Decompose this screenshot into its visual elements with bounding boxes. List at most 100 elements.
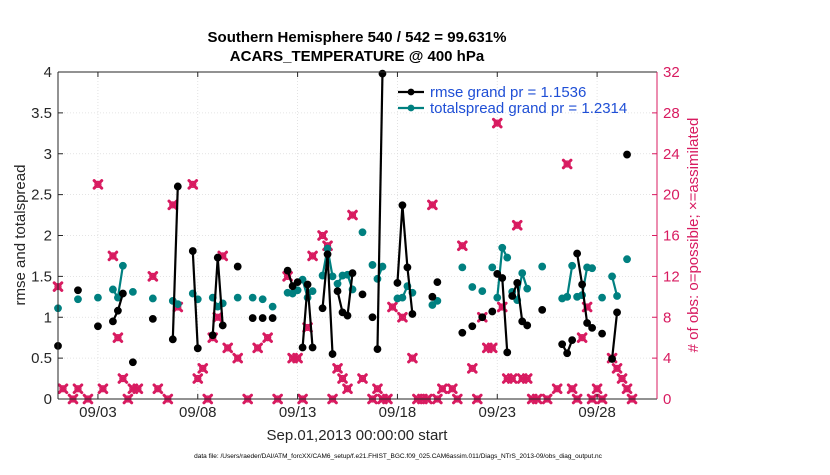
- rmse-point: [74, 286, 82, 295]
- obs-assimilated-stroke: [357, 373, 368, 384]
- y-axis-label-left: rmse and totalspread: [12, 165, 29, 306]
- rmse-point: [403, 263, 412, 272]
- obs-assimilated-point: [107, 250, 119, 262]
- obs-assimilated-point: [117, 373, 129, 384]
- obs-assimilated-stroke: [112, 332, 124, 343]
- rmse-point: [428, 292, 437, 301]
- obs-assimilated-stroke: [576, 332, 588, 343]
- axes-layer: 0 0.5 1 1.5 2 2.5 3 3.5 4 0 4 8 12 16 20 24 28 32 09/03 09/…: [31, 64, 680, 421]
- rmse-point: [488, 307, 497, 316]
- rmse-point: [458, 328, 467, 337]
- obs-possible-point: [613, 364, 621, 372]
- obs-assimilated-point: [576, 332, 588, 343]
- obs-assimilated-stroke: [117, 373, 129, 384]
- obs-assimilated-stroke: [566, 383, 578, 395]
- rmse-point: [248, 314, 257, 322]
- obs-assimilated-stroke: [427, 199, 438, 211]
- rmse-point: [568, 336, 577, 345]
- rmse-point: [233, 262, 242, 271]
- obs-assimilated-stroke: [317, 230, 328, 241]
- totalspread-point: [538, 262, 547, 271]
- obs-assimilated-stroke: [591, 383, 603, 395]
- obs-assimilated-stroke: [252, 342, 263, 354]
- y-right-tick-label: 16: [663, 228, 680, 245]
- y-right-tick-label: 12: [663, 268, 680, 285]
- y-left-tick-label: 0: [44, 391, 52, 408]
- rmse-point: [573, 249, 582, 258]
- y-left-tick-label: 3: [44, 146, 52, 163]
- legend-label-spread: totalspread grand pr = 1.2314: [430, 100, 627, 117]
- x-tick-label: 09/13: [279, 404, 317, 421]
- y-left-tick-label: 2: [44, 228, 52, 245]
- totalspread-point: [458, 263, 467, 272]
- obs-possible-point: [388, 303, 397, 311]
- obs-possible-point: [458, 242, 466, 250]
- obs-assimilated-stroke: [561, 158, 573, 170]
- obs-assimilated-stroke: [347, 209, 358, 221]
- obs-assimilated-point: [342, 383, 353, 395]
- rmse-point: [188, 247, 197, 255]
- obs-possible-point: [99, 385, 107, 393]
- totalspread-point: [398, 293, 407, 302]
- obs-assimilated-point: [467, 363, 478, 374]
- rmse-point: [608, 355, 616, 363]
- obs-assimilated-stroke: [107, 250, 119, 262]
- rmse-point: [493, 270, 502, 278]
- obs-possible-point: [568, 385, 576, 393]
- totalspread-point: [109, 285, 117, 294]
- obs-assimilated-point: [97, 383, 109, 395]
- obs-possible-point: [348, 211, 357, 219]
- rmse-line: [396, 204, 414, 315]
- rmse-point: [503, 348, 512, 357]
- obs-assimilated-stroke: [97, 383, 109, 395]
- rmse-point: [393, 279, 402, 287]
- totalspread-point: [493, 293, 502, 302]
- rmse-point: [268, 314, 277, 322]
- obs-assimilated-point: [192, 373, 204, 384]
- totalspread-point: [173, 300, 182, 309]
- obs-assimilated-point: [387, 301, 398, 313]
- obs-assimilated-point: [187, 179, 199, 190]
- rmse-point: [173, 182, 182, 191]
- obs-assimilated-stroke: [262, 332, 273, 343]
- obs-assimilated-stroke: [621, 383, 633, 395]
- obs-assimilated-stroke: [521, 373, 533, 384]
- rmse-point: [109, 317, 117, 326]
- rmse-point: [513, 279, 522, 287]
- obs-possible-point: [428, 201, 437, 209]
- totalspread-point: [128, 288, 137, 296]
- obs-assimilated-point: [506, 373, 518, 384]
- chart-title-line2: ACARS_TEMPERATURE @ 400 hPa: [230, 48, 485, 65]
- obs-assimilated-point: [212, 311, 224, 323]
- rmse-point: [303, 280, 312, 289]
- rmse-point: [128, 358, 137, 367]
- obs-assimilated-stroke: [192, 373, 204, 384]
- obs-assimilated-stroke: [467, 363, 478, 374]
- obs-assimilated-stroke: [57, 383, 69, 395]
- totalspread-point: [118, 261, 127, 270]
- rmse-point: [208, 331, 217, 340]
- totalspread-point: [293, 286, 302, 295]
- obs-assimilated-stroke: [167, 199, 179, 211]
- obs-possible-point: [408, 354, 417, 362]
- rmse-point: [148, 314, 157, 323]
- obs-assimilated-stroke: [212, 311, 224, 323]
- obs-assimilated-point: [372, 383, 383, 395]
- obs-assimilated-point: [292, 352, 303, 364]
- obs-assimilated-point: [621, 383, 633, 395]
- obs-assimilated-point: [491, 117, 503, 129]
- obs-possible-point: [618, 374, 626, 383]
- data-file-footer: data file: /Users/raeder/DAI/ATM_forcXX/…: [194, 453, 603, 460]
- totalspread-point: [488, 263, 497, 272]
- rmse-point: [588, 323, 597, 332]
- obs-assimilated-point: [447, 383, 458, 395]
- legend-marker-rmse: [407, 88, 415, 96]
- obs-assimilated-point: [232, 352, 243, 364]
- rmse-point: [218, 321, 227, 330]
- obs-assimilated-point: [147, 271, 159, 282]
- totalspread-point: [433, 297, 442, 305]
- y-left-tick-label: 0.5: [31, 350, 52, 367]
- obs-assimilated-stroke: [72, 383, 84, 395]
- rmse-line: [376, 73, 384, 350]
- totalspread-point: [468, 283, 477, 291]
